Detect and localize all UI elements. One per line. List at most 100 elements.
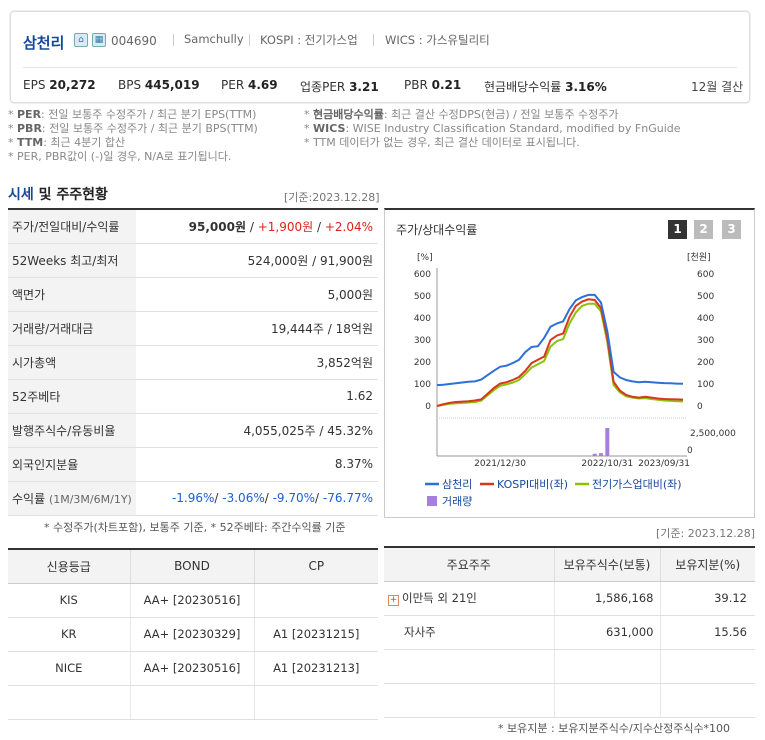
- legend-swatch: [427, 496, 437, 506]
- notes-left: * PER: 전일 보통주 수정주가 / 최근 분기 EPS(TTM) * PBR…: [8, 108, 258, 164]
- agency: KIS: [8, 583, 131, 618]
- stat-label: EPS: [23, 78, 50, 92]
- divider: [173, 34, 174, 46]
- y-tick-right: 500: [697, 292, 714, 302]
- x-tick: 2021/12/30: [474, 459, 526, 469]
- market-table: 주가/전일대비/수익률 95,000원 / +1,900원 / +2.04% 52W…: [8, 208, 378, 516]
- note-text: : 최근 4분기 합산: [43, 136, 126, 149]
- stat-1: BPS 445,019: [118, 78, 200, 92]
- left-unit: [%]: [417, 253, 433, 263]
- shareholder-table: 주요주주 보유주식수(보통) 보유지분(%) + 이만득 외 21인 1,586,1…: [384, 546, 755, 718]
- y-tick-left: 500: [414, 292, 431, 302]
- change: +1,900원: [257, 219, 314, 234]
- row-value: -1.96%/ -3.06%/ -9.70%/ -76.77%: [136, 481, 378, 516]
- note-line: * TTM 데이터가 없는 경우, 최근 결산 데이터로 표시됩니다.: [304, 136, 580, 149]
- note-term: PER: [17, 108, 42, 121]
- holder-row: 자사주 631,000 15.56: [384, 615, 755, 650]
- series-line: [436, 302, 684, 407]
- row-value: 4,055,025주 / 45.32%: [136, 413, 378, 448]
- building-icon[interactable]: ▦: [92, 33, 106, 47]
- col-header: 보유주식수(보통): [554, 547, 661, 582]
- company-name[interactable]: 삼천리: [23, 34, 65, 52]
- note-line: * PER: 전일 보통주 수정주가 / 최근 분기 EPS(TTM): [8, 108, 257, 121]
- market-row: 52Weeks 최고/최저 524,000원 / 91,900원: [8, 243, 378, 278]
- relative-return-chart: [%] [천원] 600 600 500 500 400 400 300 300 200 200 100…: [414, 252, 736, 508]
- stat-value: 0.21: [431, 78, 462, 92]
- note-term: WICS: [313, 122, 346, 135]
- row-label-sub: (1M/3M/6M/1Y): [48, 492, 132, 506]
- divider: [373, 34, 374, 46]
- chart-page-2-button[interactable]: 2: [694, 220, 713, 239]
- legend-label: KOSPI대비(좌): [497, 478, 568, 491]
- empty-cell: [554, 649, 661, 684]
- divider: [249, 34, 250, 46]
- holder-name[interactable]: + 이만득 외 21인: [384, 581, 555, 616]
- x-tick: 2022/10/31: [581, 459, 633, 469]
- volume-bar: [592, 453, 597, 456]
- col-header: CP: [254, 549, 378, 584]
- stat-3: 업종PER 3.21: [300, 78, 379, 95]
- y-tick-left: 600: [414, 270, 431, 280]
- holder-shares: 1,586,168: [554, 581, 661, 616]
- empty-cell: [660, 683, 755, 718]
- y-tick-right: 400: [697, 314, 714, 324]
- row-value: 1.62: [136, 379, 378, 414]
- return-value: -3.06%: [222, 491, 265, 505]
- stat-label: PER: [221, 78, 248, 92]
- note-line: * 현금배당수익률: 최근 결산 수정DPS(현금) / 전일 보통주 수정주가: [304, 108, 619, 121]
- credit-row: NICE AA+ [20230516] A1 [20231213]: [8, 651, 378, 686]
- return-value: -1.96%: [171, 491, 215, 505]
- expand-icon[interactable]: +: [388, 595, 399, 606]
- note-text: : 전일 보통주 수정주가 / 최근 분기 BPS(TTM): [41, 122, 258, 135]
- market-row: 52주베타 1.62: [8, 379, 378, 414]
- row-value: 3,852억원: [136, 345, 378, 380]
- series-line: [436, 298, 684, 407]
- stat-0: EPS 20,272: [23, 78, 96, 92]
- divider: [23, 67, 737, 68]
- row-value: 524,000원 / 91,900원: [136, 243, 378, 278]
- row-value: 19,444주 / 18억원: [136, 311, 378, 346]
- y-tick-left: 100: [414, 380, 431, 390]
- chart-page-3-button[interactable]: 3: [722, 220, 741, 239]
- col-header: 신용등급: [8, 549, 131, 584]
- holder-shares: 631,000: [554, 615, 661, 650]
- row-label: 시가총액: [8, 345, 136, 380]
- holder-row: [384, 683, 755, 718]
- rating: AA+ [20230329]: [130, 617, 255, 652]
- empty-cell: [554, 683, 661, 718]
- note-text: PER, PBR값이 (-)일 경우, N/A로 표기됩니다.: [17, 150, 232, 163]
- stat-label: PBR: [404, 78, 432, 92]
- y-tick-left: 0: [425, 402, 431, 412]
- note-text: : WISE Industry Classification Standard,…: [345, 122, 681, 135]
- chart-title: 주가/상대수익률: [396, 223, 478, 237]
- wics-sector: WICS : 가스유틸리티: [385, 33, 490, 47]
- volume-zero: 0: [687, 446, 693, 456]
- market-row: 주가/전일대비/수익률 95,000원 / +1,900원 / +2.04%: [8, 209, 378, 244]
- holder-row: + 이만득 외 21인 1,586,168 39.12: [384, 581, 755, 616]
- note-term: 현금배당수익률: [313, 108, 384, 121]
- y-tick-left: 400: [414, 314, 431, 324]
- stat-value: 4.69: [247, 78, 278, 92]
- note-text: : 전일 보통주 수정주가 / 최근 분기 EPS(TTM): [41, 108, 257, 121]
- volume-bar: [605, 428, 610, 456]
- y-tick-right: 600: [697, 270, 714, 280]
- agency: NICE: [8, 651, 131, 686]
- note-term: TTM: [17, 136, 44, 149]
- row-value: 5,000원: [136, 277, 378, 312]
- note-text: TTM 데이터가 없는 경우, 최근 결산 데이터로 표시됩니다.: [313, 136, 580, 149]
- market-row: 시가총액 3,852억원: [8, 345, 378, 380]
- chart-page-1-button[interactable]: 1: [668, 220, 687, 239]
- market-row: 외국인지분율 8.37%: [8, 447, 378, 482]
- row-label: 발행주식수/유동비율: [8, 413, 136, 448]
- col-header: 보유지분(%): [660, 547, 755, 582]
- holder-pct: 15.56: [660, 615, 755, 650]
- row-label: 52Weeks 최고/최저: [8, 243, 136, 278]
- x-tick: 2023/09/31: [638, 459, 690, 469]
- note-line: * PBR: 전일 보통주 수정주가 / 최근 분기 BPS(TTM): [8, 122, 258, 135]
- agency: KR: [8, 617, 131, 652]
- row-label: 주가/전일대비/수익률: [8, 209, 136, 244]
- home-icon[interactable]: ⌂: [74, 33, 88, 47]
- col-header: 주요주주: [384, 547, 555, 582]
- y-tick-right: 200: [697, 358, 714, 368]
- market-row: 거래량/거래대금 19,444주 / 18억원: [8, 311, 378, 346]
